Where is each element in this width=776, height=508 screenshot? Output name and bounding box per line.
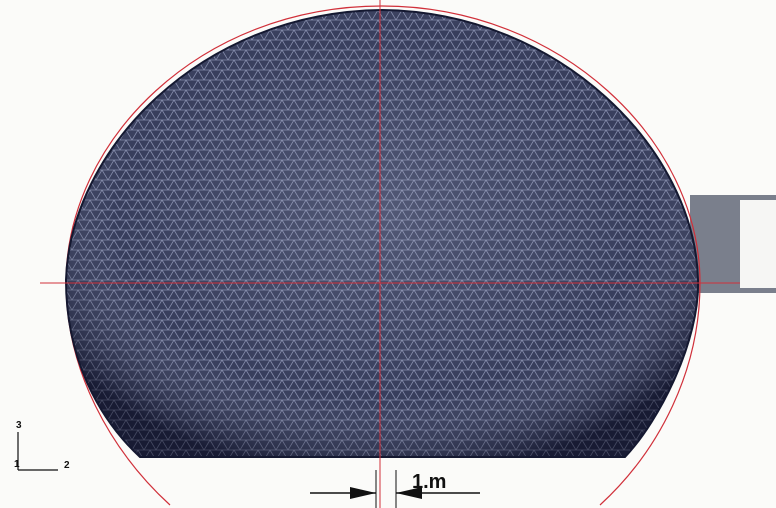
scale-label: 1.m xyxy=(412,471,446,493)
side-block-inner xyxy=(740,200,776,288)
tunnel-mesh-view: 1.m 3 1 2 xyxy=(0,0,776,508)
triad-label: 2 xyxy=(64,460,70,471)
triad-label: 1 xyxy=(14,459,20,470)
triad-label: 3 xyxy=(16,420,22,431)
